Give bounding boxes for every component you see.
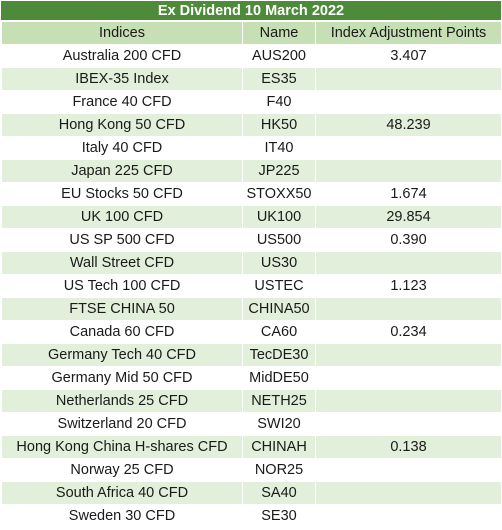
cell-index: Sweden 30 CFD [1,504,243,528]
cell-points [315,136,502,160]
cell-name: SA40 [242,481,316,505]
cell-index: Australia 200 CFD [1,44,243,68]
header-points: Index Adjustment Points [315,21,502,45]
cell-index: UK 100 CFD [1,205,243,229]
cell-points: 0.390 [315,228,502,252]
table-row: Germany Tech 40 CFD TecDE30 [1,343,502,367]
cell-points [315,504,502,528]
dividend-table: Indices Name Index Adjustment Points Aus… [1,21,502,528]
cell-name: STOXX50 [242,182,316,206]
cell-name: AUS200 [242,44,316,68]
cell-name: NOR25 [242,458,316,482]
cell-points [315,159,502,183]
table-body: Australia 200 CFD AUS200 3.407 IBEX-35 Inde… [1,44,502,528]
cell-points [315,458,502,482]
cell-points [315,412,502,436]
header-row: Indices Name Index Adjustment Points [1,21,502,45]
table-row: Italy 40 CFD IT40 [1,136,502,160]
cell-points: 1.674 [315,182,502,206]
cell-name: NETH25 [242,389,316,413]
cell-index: Italy 40 CFD [1,136,243,160]
cell-name: TecDE30 [242,343,316,367]
table-row: Wall Street CFD US30 [1,251,502,275]
cell-name: IT40 [242,136,316,160]
cell-points [315,67,502,91]
table-row: IBEX-35 Index ES35 [1,67,502,91]
cell-name: F40 [242,90,316,114]
cell-points: 1.123 [315,274,502,298]
cell-index: Wall Street CFD [1,251,243,275]
cell-name: JP225 [242,159,316,183]
cell-name: MidDE50 [242,366,316,390]
cell-index: US SP 500 CFD [1,228,243,252]
cell-index: Hong Kong 50 CFD [1,113,243,137]
cell-points [315,251,502,275]
cell-index: Norway 25 CFD [1,458,243,482]
cell-points [315,343,502,367]
table-row: Switzerland 20 CFD SWI20 [1,412,502,436]
table-row: Australia 200 CFD AUS200 3.407 [1,44,502,68]
cell-index: Netherlands 25 CFD [1,389,243,413]
cell-name: CA60 [242,320,316,344]
cell-points: 29.854 [315,205,502,229]
cell-name: US500 [242,228,316,252]
cell-points [315,389,502,413]
cell-points [315,297,502,321]
cell-points: 3.407 [315,44,502,68]
cell-index: Germany Mid 50 CFD [1,366,243,390]
table-row: France 40 CFD F40 [1,90,502,114]
cell-name: CHINA50 [242,297,316,321]
cell-name: HK50 [242,113,316,137]
table-row: Canada 60 CFD CA60 0.234 [1,320,502,344]
cell-index: Germany Tech 40 CFD [1,343,243,367]
cell-index: Hong Kong China H-shares CFD [1,435,243,459]
table-row: US Tech 100 CFD USTEC 1.123 [1,274,502,298]
table-row: EU Stocks 50 CFD STOXX50 1.674 [1,182,502,206]
cell-points [315,90,502,114]
cell-index: FTSE CHINA 50 [1,297,243,321]
cell-name: SWI20 [242,412,316,436]
table-row: FTSE CHINA 50 CHINA50 [1,297,502,321]
cell-name: USTEC [242,274,316,298]
cell-index: Japan 225 CFD [1,159,243,183]
table-row: UK 100 CFD UK100 29.854 [1,205,502,229]
table-row: Netherlands 25 CFD NETH25 [1,389,502,413]
cell-name: CHINAH [242,435,316,459]
table-row: US SP 500 CFD US500 0.390 [1,228,502,252]
cell-points [315,366,502,390]
cell-index: Canada 60 CFD [1,320,243,344]
cell-name: SE30 [242,504,316,528]
cell-index: France 40 CFD [1,90,243,114]
table-row: Germany Mid 50 CFD MidDE50 [1,366,502,390]
cell-name: US30 [242,251,316,275]
cell-index: EU Stocks 50 CFD [1,182,243,206]
cell-index: US Tech 100 CFD [1,274,243,298]
cell-points: 0.234 [315,320,502,344]
cell-index: Switzerland 20 CFD [1,412,243,436]
table-row: Hong Kong 50 CFD HK50 48.239 [1,113,502,137]
table-row: Norway 25 CFD NOR25 [1,458,502,482]
table-row: South Africa 40 CFD SA40 [1,481,502,505]
cell-points: 48.239 [315,113,502,137]
table-row: Hong Kong China H-shares CFD CHINAH 0.138 [1,435,502,459]
header-indices: Indices [1,21,243,45]
table-row: Sweden 30 CFD SE30 [1,504,502,528]
cell-name: UK100 [242,205,316,229]
cell-points [315,481,502,505]
cell-points: 0.138 [315,435,502,459]
cell-index: IBEX-35 Index [1,67,243,91]
table-row: Japan 225 CFD JP225 [1,159,502,183]
cell-index: South Africa 40 CFD [1,481,243,505]
cell-name: ES35 [242,67,316,91]
sheet-title: Ex Dividend 10 March 2022 [1,1,501,21]
header-name: Name [242,21,316,45]
